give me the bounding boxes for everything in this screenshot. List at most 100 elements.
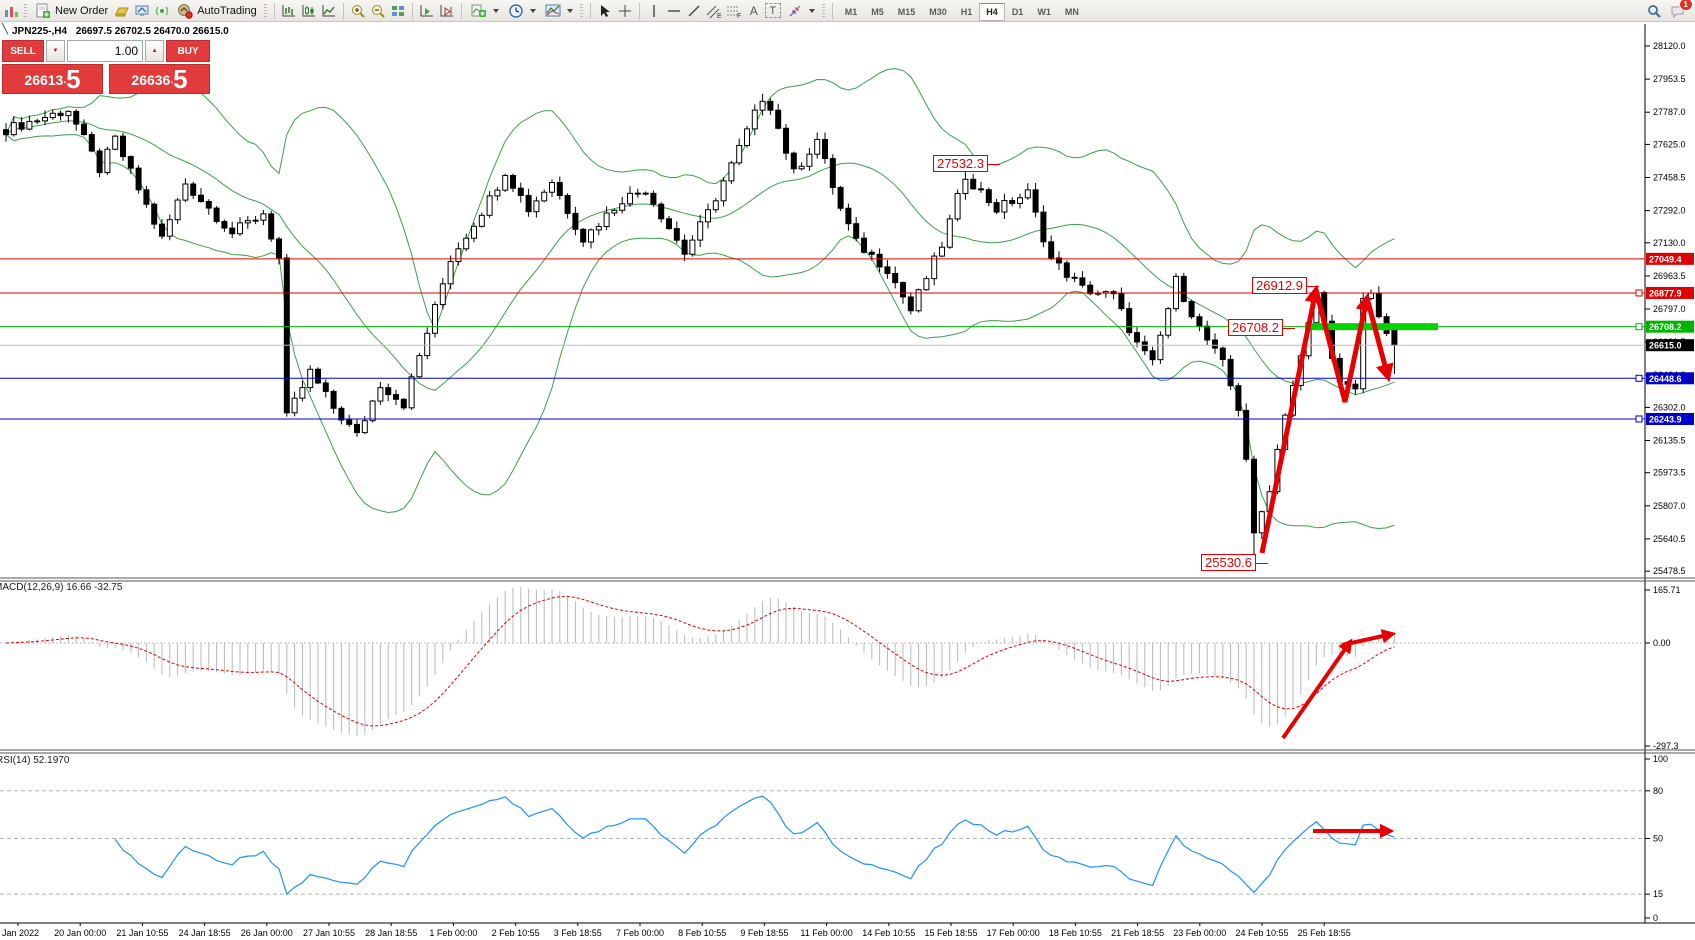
chart-canvas[interactable]: 28120.0 27953.5 27787.0 27625.0 27458.5 27292… <box>0 22 1695 940</box>
rsi-levels: 100 80 50 15 0 <box>0 754 1668 923</box>
svg-text:26302.0: 26302.0 <box>1653 402 1686 412</box>
buy-price[interactable]: 26636. 5 <box>109 64 210 94</box>
svg-text:25640.5: 25640.5 <box>1653 534 1686 544</box>
svg-text:27292.0: 27292.0 <box>1653 206 1686 216</box>
trend-arrow[interactable] <box>1313 289 1374 403</box>
toolbar-grip <box>24 3 27 18</box>
macd-scale[interactable]: 165.71 0.00 -297.3 <box>1645 585 1681 751</box>
svg-text:2 Feb 10:55: 2 Feb 10:55 <box>492 928 540 938</box>
timeframe-button-h4[interactable]: H4 <box>979 2 1005 21</box>
sell-button[interactable]: SELL <box>2 40 44 62</box>
sell-price[interactable]: 26613. 5 <box>2 64 103 94</box>
line-handle[interactable] <box>1635 323 1643 331</box>
buy-price-dot: . <box>170 75 174 86</box>
chart-shift-icon[interactable] <box>438 2 456 20</box>
auto-scroll-icon[interactable] <box>418 2 436 20</box>
line-handle[interactable] <box>1635 415 1643 423</box>
trend-arrows[interactable] <box>1259 284 1394 554</box>
vertical-line-icon[interactable] <box>645 2 663 20</box>
symbol-period-label: JPN225-,H4 <box>12 26 68 37</box>
trendline-icon[interactable] <box>685 2 703 20</box>
line-chart-icon[interactable] <box>320 2 338 20</box>
svg-text:23 Feb 00:00: 23 Feb 00:00 <box>1173 928 1226 938</box>
timeframe-button-w1[interactable]: W1 <box>1037 6 1051 17</box>
autotrading-button[interactable]: AutoTrading <box>173 2 260 20</box>
time-scale[interactable]: Jan 2022 20 Jan 00:00 21 Jan 10:55 24 Jan 1… <box>0 922 1695 938</box>
trend-arrow[interactable] <box>1281 638 1353 740</box>
svg-text:26448.6: 26448.6 <box>1649 374 1682 384</box>
search-icon[interactable] <box>1645 2 1663 20</box>
timeframe-button-mn[interactable]: MN <box>1064 6 1079 17</box>
price-badge <box>1646 412 1694 425</box>
bar-chart-icon[interactable] <box>280 2 298 20</box>
arrows-tool-button[interactable] <box>783 2 818 20</box>
zoom-out-icon[interactable] <box>369 2 387 20</box>
notifications-icon[interactable]: 1 <box>1669 0 1693 20</box>
price-annotation[interactable]: 27532.3 <box>933 155 1000 172</box>
sell-price-main: 26613 <box>24 72 64 88</box>
svg-text:25478.5: 25478.5 <box>1653 566 1686 576</box>
svg-text:27953.5: 27953.5 <box>1653 74 1686 84</box>
trend-arrow[interactable] <box>1259 284 1323 554</box>
timeframe-group: M1 M5 M15 M30 H1 H4 D1 W1 MN <box>838 2 1086 21</box>
trend-arrow[interactable] <box>1364 297 1394 383</box>
svg-text:0: 0 <box>1653 913 1658 923</box>
price-lines[interactable]: 27049.4 26877.9 26708.2 26615.0 26448.6 26243… <box>0 252 1694 425</box>
cursor-icon[interactable] <box>596 2 614 20</box>
line-handle[interactable] <box>1635 374 1643 382</box>
indicators-button[interactable] <box>467 2 502 20</box>
zoom-in-icon[interactable] <box>349 2 367 20</box>
timeframe-button-d1[interactable]: D1 <box>1011 6 1024 17</box>
one-click-toggle[interactable]: ╲ <box>2 24 9 35</box>
new-order-icon <box>34 2 52 20</box>
chart-mini-icon[interactable] <box>2 2 20 20</box>
price-annotation[interactable]: 25530.6 <box>1201 554 1268 571</box>
horizontal-line-icon[interactable] <box>665 2 683 20</box>
candlestick-icon[interactable] <box>300 2 318 20</box>
new-order-button[interactable]: New Order <box>31 2 111 20</box>
timeframe-button-h1[interactable]: H1 <box>960 6 973 17</box>
svg-text:27049.4: 27049.4 <box>1649 254 1682 264</box>
green-level-bar[interactable] <box>1305 323 1438 331</box>
svg-text:0.00: 0.00 <box>1653 638 1671 648</box>
svg-text:E: E <box>717 13 722 19</box>
text-label-icon[interactable]: T <box>764 3 781 18</box>
chevron-down-icon <box>492 8 499 13</box>
svg-text:8 Feb 10:55: 8 Feb 10:55 <box>678 928 726 938</box>
timeframe-button-m1[interactable]: M1 <box>844 6 858 17</box>
price-badge <box>1646 252 1694 265</box>
timeframe-button-m5[interactable]: M5 <box>871 6 884 17</box>
equidistant-channel-icon[interactable]: E <box>705 2 723 20</box>
crosshair-icon[interactable] <box>616 2 634 20</box>
fibonacci-icon[interactable]: F <box>725 2 743 20</box>
svg-text:28 Jan 18:55: 28 Jan 18:55 <box>365 928 417 938</box>
timeframe-button-m15[interactable]: M15 <box>897 6 916 17</box>
toolbar-separator <box>411 2 413 19</box>
svg-text:26797.0: 26797.0 <box>1653 304 1686 314</box>
svg-text:26708.2: 26708.2 <box>1649 322 1682 332</box>
toolbar-separator <box>831 2 833 19</box>
volume-down-button[interactable]: ▼ <box>45 40 66 62</box>
volume-input[interactable] <box>67 40 144 62</box>
tile-windows-icon[interactable] <box>389 2 407 20</box>
timeframe-button-m30[interactable]: M30 <box>929 6 947 17</box>
buy-button[interactable]: BUY <box>166 40 210 62</box>
panel-separators[interactable] <box>0 577 1695 754</box>
text-tool-icon[interactable]: A <box>749 3 758 18</box>
macd-arrows[interactable] <box>1281 629 1397 740</box>
periods-button[interactable] <box>504 2 539 20</box>
volume-up-button[interactable]: ▲ <box>145 40 165 62</box>
line-handle[interactable] <box>1635 289 1643 297</box>
price-annotation[interactable]: 26708.2 <box>1228 319 1295 336</box>
svg-text:26877.9: 26877.9 <box>1649 288 1682 298</box>
signals-icon[interactable] <box>153 2 171 20</box>
svg-text:28120.0: 28120.0 <box>1653 41 1686 51</box>
price-annotation[interactable]: 26912.9 <box>1252 277 1319 294</box>
chevron-down-icon <box>808 8 815 13</box>
gold-icon[interactable] <box>113 2 131 20</box>
trend-arrow[interactable] <box>1341 629 1397 647</box>
price-scale[interactable]: 28120.0 27953.5 27787.0 27625.0 27458.5 27292… <box>1644 24 1686 923</box>
templates-button[interactable] <box>541 2 576 20</box>
terminal-icon[interactable] <box>133 2 151 20</box>
